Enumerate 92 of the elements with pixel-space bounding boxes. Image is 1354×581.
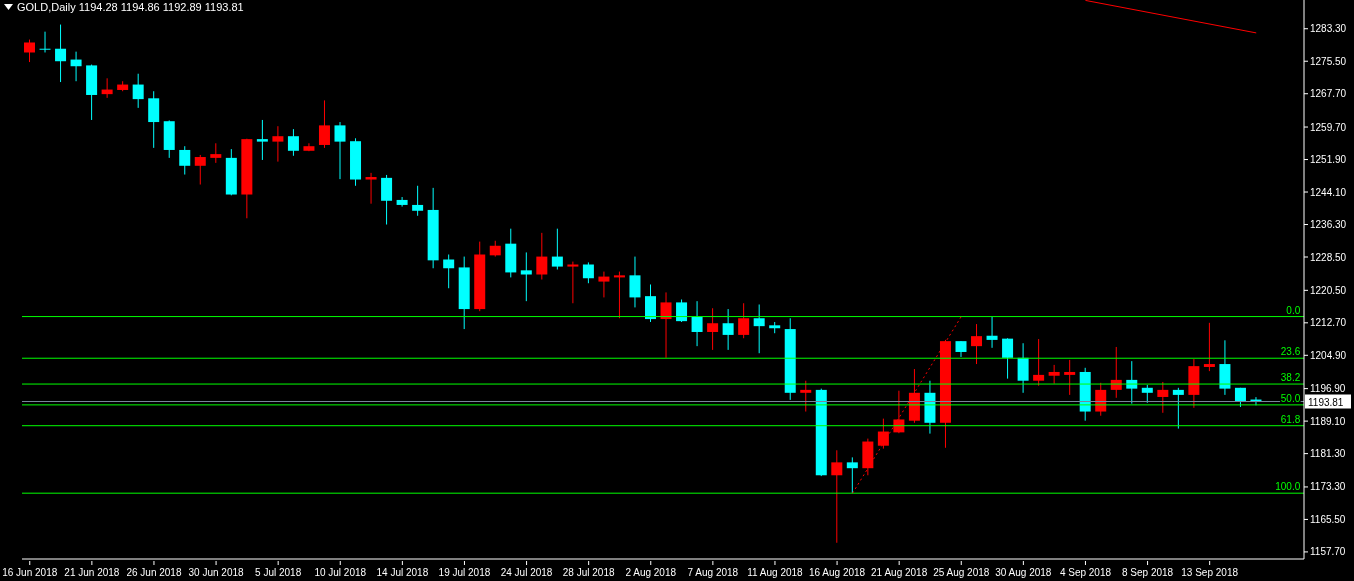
y-tick-label: 1157.70 [1310,546,1346,558]
candlestick [753,303,765,354]
candlestick [1172,387,1184,430]
candlestick [1064,359,1076,396]
candlestick [334,121,346,180]
y-tick-label: 1220.50 [1310,284,1347,296]
candlestick [598,271,610,298]
candlestick [55,24,67,83]
annotation: 0.0 [1286,304,1301,316]
x-tick-label: 24 Jul 2018 [500,567,553,578]
x-tick-label: 26 Jun 2018 [126,567,182,578]
candlestick [272,125,284,163]
candlestick [1033,338,1045,387]
candlestick [613,271,625,319]
x-tick-label: 10 Jul 2018 [314,567,367,578]
candlestick [722,308,734,351]
y-tick-label: 1267.70 [1310,88,1347,100]
candlestick [738,302,750,339]
y-tick-label: 1259.70 [1310,121,1347,133]
x-tick-label: 16 Jun 2018 [2,567,58,578]
candlestick [536,232,548,280]
candlestick [412,185,424,217]
candlestick [645,284,656,323]
candlestick [39,31,51,53]
candlestick [629,256,641,308]
y-tick-label: 1196.90 [1310,383,1346,395]
candlestick [707,307,719,351]
candlestick [256,119,268,161]
y-tick-label: 1173.30 [1310,481,1346,493]
candlestick [800,380,812,413]
y-tick-label: 1212.70 [1310,317,1347,329]
chart-title: GOLD,Daily 1194.28 1194.86 1192.89 1193.81 [17,1,244,13]
candlestick [660,291,672,359]
x-tick-label: 4 Sep 2018 [1059,567,1112,578]
candlestick [877,418,889,450]
candlestick [194,154,206,186]
candlestick [520,251,532,302]
candlestick [365,172,377,205]
y-tick-label: 1275.50 [1310,55,1347,67]
x-tick-label: 8 Sep 2018 [1121,567,1174,578]
candlestick [1203,322,1215,372]
candlestick [132,73,144,109]
x-tick-label: 7 Aug 2018 [687,567,739,578]
candlestick [582,261,594,284]
candlestick [318,99,330,149]
candlestick [1002,337,1014,380]
y-tick-label: 1228.50 [1310,251,1347,263]
annotation: 38.2 [1280,372,1301,384]
annotation: 23.6 [1280,346,1301,358]
candlestick [443,254,455,289]
y-tick-label: 1189.10 [1310,415,1346,427]
candlestick [831,449,843,544]
x-tick-label: 25 Aug 2018 [933,567,990,578]
x-tick-label: 21 Jun 2018 [64,567,120,578]
candlestick [70,51,82,82]
x-tick-label: 19 Jul 2018 [438,567,491,578]
x-tick-label: 16 Aug 2018 [808,567,866,578]
candlestick [396,196,408,208]
annotation: 61.8 [1280,413,1301,425]
candlestick [986,316,998,349]
candlestick [287,128,299,157]
x-tick-label: 30 Aug 2018 [995,567,1052,578]
y-tick-label: 1204.90 [1310,349,1347,361]
x-tick-label: 5 Jul 2018 [255,567,302,578]
candlestick [846,456,858,494]
candlestick [567,261,579,304]
candlestick [691,300,703,347]
y-tick-label: 1283.30 [1310,23,1347,35]
candlestick [1157,381,1169,414]
x-tick-label: 30 Jun 2018 [188,567,245,578]
x-tick-label: 2 Aug 2018 [625,567,677,578]
y-tick-label: 1244.10 [1310,186,1347,198]
x-tick-label: 28 Jul 2018 [562,567,615,578]
y-tick-label: 1236.30 [1310,219,1347,231]
candlestick [148,90,160,149]
y-tick-label: 1251.90 [1310,154,1347,166]
candlestick [381,174,393,226]
annotation: 100.0 [1275,481,1301,493]
candlestick [1017,342,1029,394]
y-tick-label: 1181.30 [1310,448,1346,460]
candlestick [179,145,191,176]
x-tick-label: 21 Aug 2018 [871,567,928,578]
candlestick [1048,364,1060,385]
candlestick [24,39,35,63]
candlestick [210,142,222,164]
x-tick-label: 14 Jul 2018 [376,567,429,578]
candlestick [551,228,563,270]
y-tick-label: 1165.50 [1310,513,1346,525]
candlestick [971,323,983,365]
x-tick-label: 13 Sep 2018 [1181,567,1239,578]
ref-line-label: 1193.81 [1308,396,1344,408]
x-tick-label: 11 Aug 2018 [747,567,804,578]
